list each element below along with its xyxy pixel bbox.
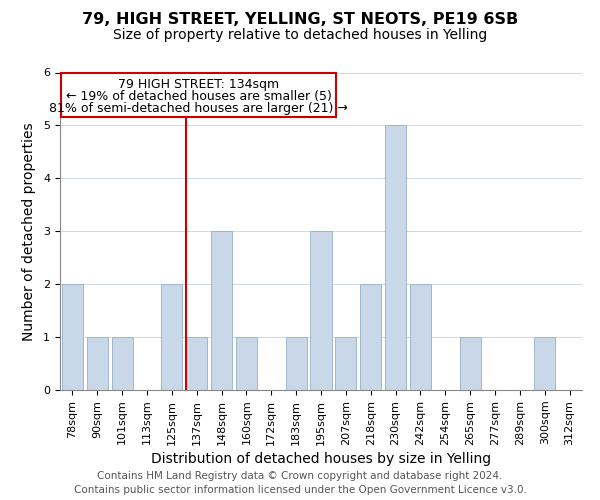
Bar: [112, 337, 133, 390]
Bar: [87, 337, 108, 390]
Bar: [460, 337, 481, 390]
Text: ← 19% of detached houses are smaller (5): ← 19% of detached houses are smaller (5): [65, 90, 332, 103]
Bar: [310, 231, 332, 390]
Y-axis label: Number of detached properties: Number of detached properties: [22, 122, 36, 340]
Bar: [385, 126, 406, 390]
FancyBboxPatch shape: [61, 72, 336, 118]
Bar: [161, 284, 182, 390]
Text: Contains HM Land Registry data © Crown copyright and database right 2024.
Contai: Contains HM Land Registry data © Crown c…: [74, 471, 526, 495]
Text: 79, HIGH STREET, YELLING, ST NEOTS, PE19 6SB: 79, HIGH STREET, YELLING, ST NEOTS, PE19…: [82, 12, 518, 28]
Bar: [211, 231, 232, 390]
Text: 81% of semi-detached houses are larger (21) →: 81% of semi-detached houses are larger (…: [49, 102, 348, 115]
Bar: [410, 284, 431, 390]
Bar: [360, 284, 381, 390]
Bar: [236, 337, 257, 390]
Text: Size of property relative to detached houses in Yelling: Size of property relative to detached ho…: [113, 28, 487, 42]
Bar: [186, 337, 207, 390]
X-axis label: Distribution of detached houses by size in Yelling: Distribution of detached houses by size …: [151, 452, 491, 466]
Bar: [62, 284, 83, 390]
Bar: [286, 337, 307, 390]
Bar: [534, 337, 555, 390]
Text: 79 HIGH STREET: 134sqm: 79 HIGH STREET: 134sqm: [118, 78, 279, 90]
Bar: [335, 337, 356, 390]
